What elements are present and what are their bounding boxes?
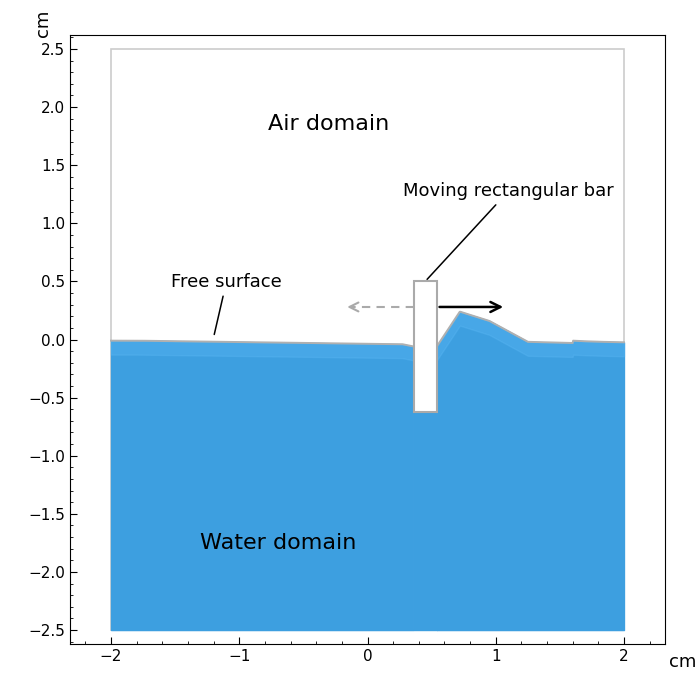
Bar xyxy=(111,49,624,630)
Text: Water domain: Water domain xyxy=(199,533,356,553)
Text: Air domain: Air domain xyxy=(268,115,390,134)
Text: Moving rectangular bar: Moving rectangular bar xyxy=(403,182,614,279)
X-axis label: cm: cm xyxy=(669,653,696,671)
Bar xyxy=(414,281,437,412)
Text: Free surface: Free surface xyxy=(171,273,282,335)
Y-axis label: cm: cm xyxy=(34,9,52,36)
